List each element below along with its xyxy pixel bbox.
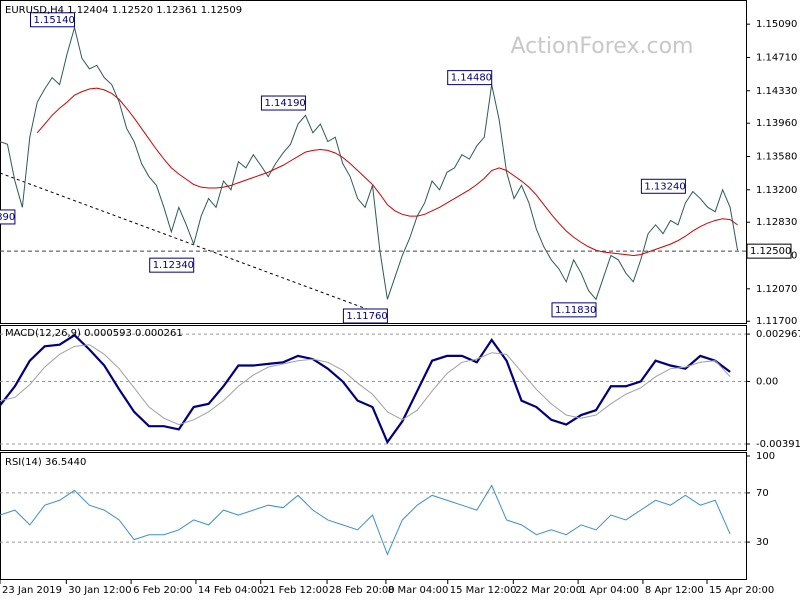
y-tick-label: 70: [756, 488, 769, 499]
annotation-box: [260, 95, 306, 111]
x-tick-label: 15 Mar 12:00: [450, 585, 517, 596]
x-tick-label: 21 Feb 12:00: [263, 585, 329, 596]
x-tick-label: 23 Jan 2019: [2, 585, 62, 596]
annotation-label: 1.11760: [346, 311, 387, 322]
annotation-label: 1.14190: [264, 98, 305, 109]
y-tick-label: 1.12070: [756, 284, 797, 295]
annotation-box: [342, 308, 388, 324]
y-tick-label: 1.13960: [756, 118, 797, 129]
annotation-box: [0, 209, 16, 225]
x-tick-label: 14 Feb 04:00: [198, 585, 264, 596]
annotation-label: 1.11830: [555, 305, 596, 316]
y-tick-label: 0.002967: [756, 329, 800, 340]
y-tick-label: 100: [756, 451, 775, 462]
series-line: [0, 484, 731, 556]
annotation-label: 1.14480: [451, 73, 492, 84]
panel-title: EURUSD,H4 1.12404 1.12520 1.12361 1.1250…: [5, 5, 242, 16]
y-tick-label: 0.00: [756, 376, 778, 387]
series-line: [36, 87, 738, 257]
annotation-label: 1.15140: [34, 15, 75, 26]
trend-line: [0, 172, 384, 316]
y-tick-label: 1.12830: [756, 217, 797, 228]
annotation-box: [551, 302, 597, 318]
annotation-label: 1.12890: [0, 212, 15, 223]
x-tick-label: 30 Jan 12:00: [68, 585, 131, 596]
y-tick-label: 1.15090: [756, 19, 797, 30]
x-tick-label: 28 Feb 20:00: [329, 585, 395, 596]
x-tick-label: 6 Feb 20:00: [133, 585, 192, 596]
x-tick-label: 22 Mar 20:00: [515, 585, 582, 596]
x-tick-label: 15 Apr 20:00: [709, 585, 774, 596]
y-tick-label: -0.003916: [756, 439, 800, 450]
annotation-box: [640, 178, 686, 194]
x-tick-label: 1 Apr 04:00: [580, 585, 639, 596]
last-price-label: 1.12500: [750, 246, 791, 257]
last-price-box: [746, 243, 792, 259]
main-panel: [0, 0, 747, 324]
annotation-box: [30, 12, 75, 28]
annotation-box: [149, 257, 195, 273]
macd-panel: [0, 325, 747, 451]
rsi-panel: [0, 452, 747, 580]
series-line: [0, 344, 731, 426]
watermark: ActionForex.com: [511, 34, 694, 59]
series-line: [0, 25, 739, 301]
panel-title: RSI(14) 36.5440: [5, 457, 86, 468]
y-tick-label: 1.14710: [756, 52, 797, 63]
y-tick-label: 1.13200: [756, 185, 797, 196]
annotation-label: 1.13240: [644, 181, 685, 192]
series-line: [0, 333, 731, 445]
panel-title: MACD(12,26,9) 0.000593 0.000261: [5, 328, 183, 339]
y-tick-label: 30: [756, 537, 769, 548]
annotation-label: 1.12340: [153, 260, 194, 271]
y-tick-label: 1.13580: [756, 151, 797, 162]
x-tick-label: 8 Apr 12:00: [645, 585, 704, 596]
x-tick-label: 8 Mar 04:00: [388, 585, 448, 596]
y-tick-label: 1.11700: [756, 316, 797, 327]
annotation-box: [447, 70, 493, 86]
plot-area: 1.15140 1.12890 1.12340 1.14190 1.11760 1.144…: [0, 12, 739, 324]
y-tick-label: 1.14330: [756, 86, 797, 97]
